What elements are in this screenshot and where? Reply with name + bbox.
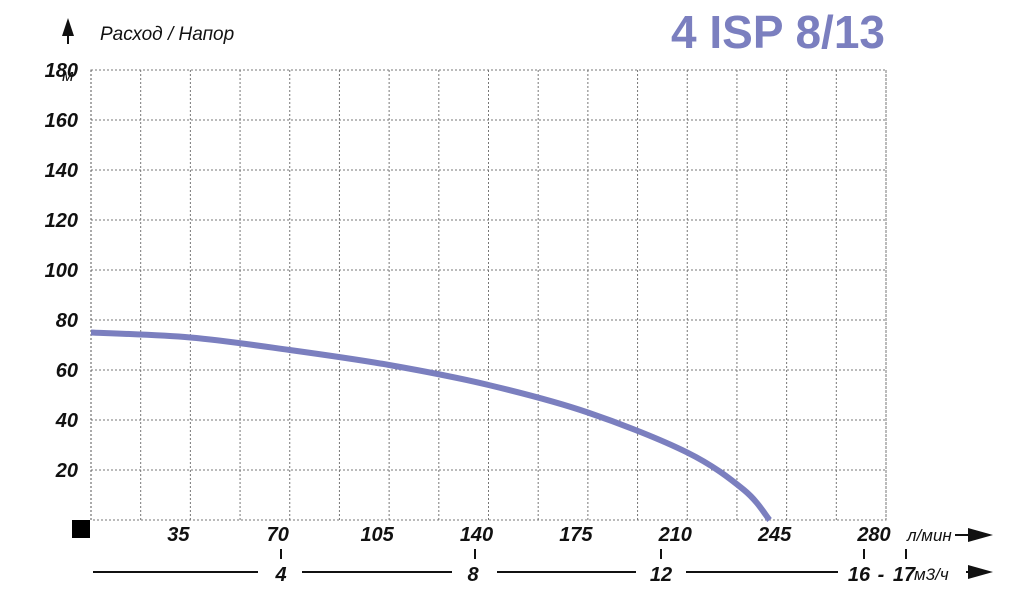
x2-tick-label: - bbox=[878, 564, 885, 586]
series-layer bbox=[90, 329, 772, 522]
x-unit-label: л/мин bbox=[906, 526, 952, 545]
y-axis-label: Расход / Напор bbox=[100, 24, 234, 45]
x2-tick-label: 8 bbox=[467, 564, 479, 586]
x-tick-label: 105 bbox=[360, 524, 394, 546]
y-tick-label: 160 bbox=[45, 110, 78, 132]
y-tick-label: 100 bbox=[45, 260, 78, 282]
x2-unit-label: м3/ч bbox=[914, 565, 949, 584]
x2-tick-label: 12 bbox=[650, 564, 672, 586]
labels-layer: 20 40 60 80 100 120 140 160 180 35 70 105 140 175 210 2… bbox=[45, 60, 916, 586]
y-tick-label: 60 bbox=[56, 360, 78, 382]
x2-tick-label: 16 bbox=[848, 564, 871, 586]
x-tick-label: 175 bbox=[559, 524, 593, 546]
x-tick-label: 35 bbox=[167, 524, 190, 546]
x-axis-arrow bbox=[968, 528, 993, 542]
chart-title: 4 ISP 8/13 bbox=[671, 6, 885, 58]
y-tick-label: 80 bbox=[56, 310, 78, 332]
y-tick-label: 120 bbox=[45, 210, 78, 232]
x-tick-label: 210 bbox=[658, 524, 692, 546]
y-axis-arrow bbox=[62, 18, 74, 36]
grid bbox=[90, 69, 887, 521]
y-tick-label: 40 bbox=[55, 410, 78, 432]
axes bbox=[62, 18, 993, 579]
x2-tick-label: 17 bbox=[893, 564, 916, 586]
x2-tick-label: 4 bbox=[274, 564, 286, 586]
x-tick-label: 70 bbox=[267, 524, 289, 546]
y-tick-label: 180 bbox=[45, 60, 78, 82]
y-tick-label: 140 bbox=[45, 160, 78, 182]
x-tick-label: 140 bbox=[460, 524, 493, 546]
series-line bbox=[90, 329, 772, 522]
y-tick-label: 20 bbox=[55, 460, 78, 482]
x-tick-label: 245 bbox=[757, 524, 792, 546]
origin-marker bbox=[72, 520, 90, 538]
y-unit-label: м bbox=[62, 66, 74, 85]
x2-axis-arrow bbox=[968, 565, 993, 579]
x-tick-label: 280 bbox=[856, 524, 890, 546]
